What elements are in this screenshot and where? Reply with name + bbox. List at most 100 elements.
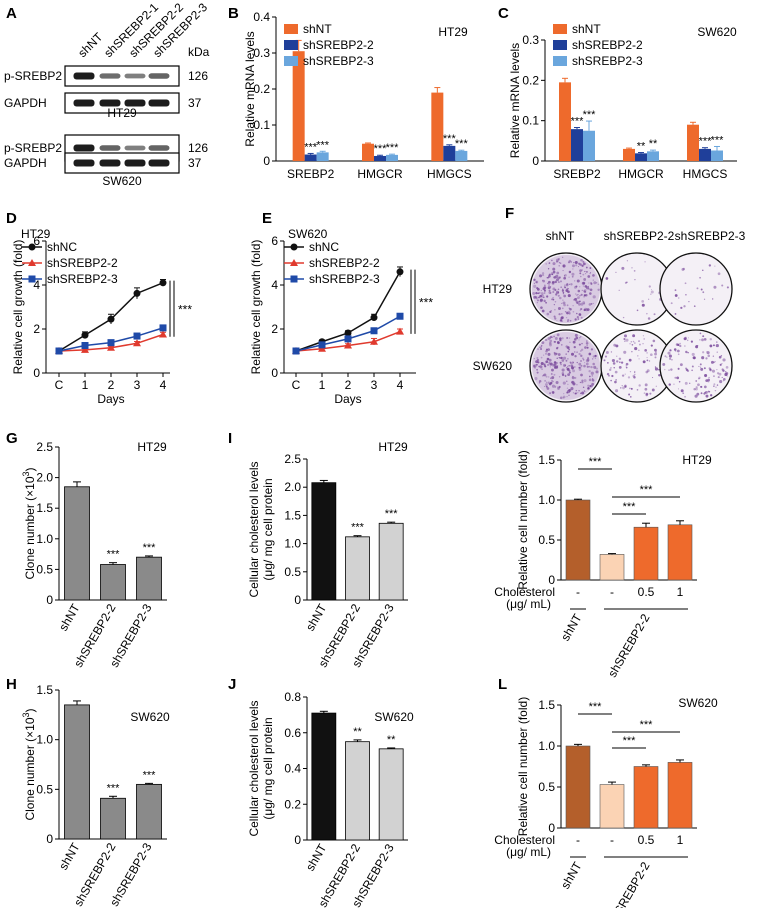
y-tick-label: 1.5: [538, 698, 555, 712]
colony-dot: [625, 362, 629, 366]
y-tick-label: 4: [33, 278, 40, 292]
colony-dot: [676, 349, 680, 353]
colony-dot: [620, 361, 624, 364]
colony-dot: [652, 339, 656, 343]
bar: [667, 762, 693, 829]
colony-dot: [571, 361, 574, 364]
colony-dot: [549, 343, 552, 347]
colony-dot: [553, 363, 557, 367]
blot-kda-value: 126: [188, 69, 208, 83]
colony-dot: [641, 300, 645, 303]
x-tick-label: 3: [134, 378, 141, 392]
cholesterol-dose: 0.5: [638, 585, 655, 599]
plate-column-label: shNT: [546, 229, 575, 243]
y-tick-label: 0: [294, 593, 301, 607]
colony-dot: [693, 387, 696, 391]
colony-dot: [646, 359, 649, 362]
y-tick-label: 1.5: [36, 683, 53, 697]
legend-marker: [290, 275, 298, 283]
colony-dot: [567, 288, 569, 290]
colony-dot: [704, 390, 708, 394]
colony-dot: [721, 376, 723, 379]
colony-dot: [695, 380, 698, 382]
colony-dot: [722, 379, 725, 382]
colony-dot: [552, 290, 555, 294]
colony-dot: [591, 382, 595, 386]
data-point: [55, 347, 63, 355]
colony-dot: [608, 374, 610, 377]
lane-label: shNT: [75, 29, 106, 60]
colony-dot: [564, 274, 567, 277]
colony-dot: [574, 318, 577, 321]
colony-dot: [540, 348, 542, 350]
colony-dot: [708, 376, 710, 379]
colony-dot: [705, 394, 709, 398]
colony-dot: [538, 296, 540, 299]
colony-dot: [551, 298, 554, 301]
panel-h-chart: H 0 0.5 1.0 1.5 SW620 Clone number (×103) shNT *…: [6, 676, 170, 908]
colony-dot: [684, 395, 686, 398]
colony-dot: [585, 362, 589, 366]
colony-dot: [582, 260, 585, 263]
blot-band: [124, 99, 146, 107]
colony-dot: [649, 392, 652, 395]
colony-dot: [687, 337, 689, 339]
y-tick-label: 0.1: [522, 114, 539, 128]
colony-dot: [532, 365, 536, 368]
legend-label: shSREBP2-3: [572, 54, 643, 68]
colony-dot: [670, 302, 673, 305]
panel-i-chart: I 0 0.5 1.0 1.5 2.0 2.5 HT29 Cellular cholestero…: [228, 430, 408, 670]
colony-dot: [553, 315, 556, 318]
colony-dot: [647, 298, 650, 300]
colony-dot: [540, 289, 542, 292]
legend-swatch: [553, 40, 567, 50]
colony-dot: [542, 375, 544, 377]
y-tick-label: 0.5: [538, 533, 555, 547]
colony-dot: [615, 344, 619, 348]
data-point: [159, 330, 167, 338]
blot-band: [124, 145, 146, 151]
colony-dot: [569, 341, 571, 343]
data-point: [396, 312, 404, 320]
y-tick-label: 1.0: [284, 537, 301, 551]
legend-marker: [290, 259, 298, 266]
x-category-label: HMGCR: [357, 167, 403, 181]
colony-dot: [699, 332, 702, 335]
colony-dot: [536, 301, 539, 304]
colony-dot: [545, 349, 548, 353]
legend-label: shNC: [47, 240, 77, 254]
colony-dot: [546, 387, 550, 390]
plate-row-label: SW620: [473, 359, 513, 373]
data-point: [396, 268, 404, 276]
colony-dot: [567, 261, 571, 264]
colony-dot: [549, 292, 552, 294]
y-tick-label: 2.0: [36, 471, 53, 485]
colony-dot: [649, 353, 653, 357]
data-point: [370, 337, 378, 345]
bar: [64, 486, 90, 601]
colony-dot: [533, 295, 537, 299]
panel-label-g: G: [6, 430, 18, 447]
colony-dot: [554, 289, 557, 292]
colony-dot: [557, 353, 561, 356]
colony-dot: [547, 337, 551, 340]
chart-title: SW620: [288, 227, 328, 241]
bar: [100, 564, 126, 601]
colony-dot: [554, 386, 556, 388]
colony-dot: [625, 366, 628, 369]
colony-dot: [552, 262, 556, 266]
y-tick-label: 0.2: [522, 73, 539, 87]
colony-dot: [556, 333, 560, 337]
colony-dot: [590, 371, 594, 375]
y-tick-label: 0: [548, 821, 555, 835]
colony-dot: [557, 288, 560, 291]
colony-dot: [580, 354, 583, 358]
colony-dot: [590, 365, 593, 369]
colony-dot: [685, 350, 688, 354]
colony-dot: [645, 392, 649, 396]
significance-label: ***: [385, 508, 399, 520]
cholesterol-label: Cholesterol: [494, 833, 555, 847]
colony-dot: [562, 293, 564, 295]
legend-swatch: [553, 24, 567, 34]
